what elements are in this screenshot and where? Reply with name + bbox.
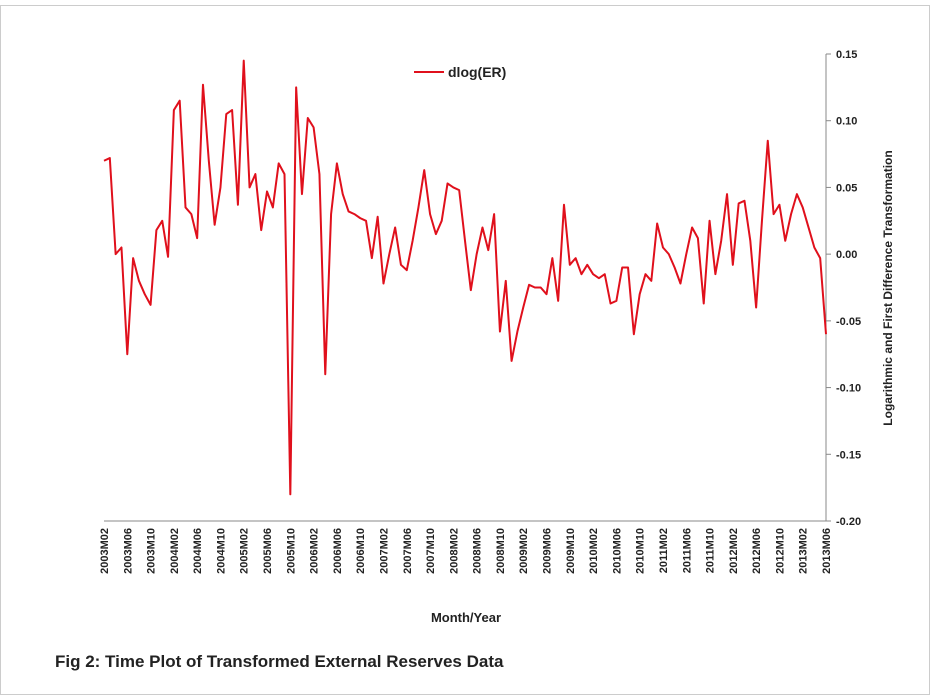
y-tick-label: -0.05 — [836, 316, 861, 328]
x-tick-label: 2011M02 — [658, 528, 670, 573]
caption: Fig 2: Time Plot of Transformed External… — [55, 652, 504, 671]
y-tick-label: 0.05 — [836, 182, 857, 194]
x-tick-label: 2010M02 — [588, 528, 600, 574]
x-tick-label: 2005M06 — [262, 528, 274, 574]
x-tick-label: 2011M06 — [681, 528, 693, 573]
x-tick-label: 2012M02 — [728, 528, 740, 574]
x-tick-label: 2012M06 — [751, 528, 763, 574]
x-tick-label: 2007M06 — [402, 528, 414, 574]
x-tick-label: 2010M06 — [611, 528, 623, 574]
x-tick-label: 2010M10 — [635, 528, 647, 574]
y-tick-label: -0.15 — [836, 449, 861, 461]
x-tick-label: 2011M10 — [705, 528, 717, 573]
legend-label: dlog(ER) — [448, 64, 506, 80]
x-tick-label: 2006M02 — [309, 528, 321, 574]
x-tick-label: 2012M10 — [774, 528, 786, 574]
y-tick-label: 0.10 — [836, 116, 857, 128]
x-tick-label: 2009M06 — [542, 528, 554, 574]
y-tick-label: 0.00 — [836, 249, 857, 261]
x-tick-label: 2004M02 — [169, 528, 181, 574]
data-line — [103, 59, 827, 496]
x-tick-label: 2003M06 — [122, 528, 134, 574]
x-tick-label: 2013M06 — [821, 528, 833, 574]
y-tick-label: -0.10 — [836, 383, 861, 395]
x-tick-label: 2006M06 — [332, 528, 344, 574]
x-tick-label: 2004M10 — [215, 528, 227, 574]
x-tick-label: 2007M10 — [425, 528, 437, 574]
x-tick-label: 2006M10 — [355, 528, 367, 574]
x-tick-label: 2004M06 — [192, 528, 204, 574]
x-tick-label: 2009M02 — [518, 528, 530, 574]
x-tick-label: 2008M06 — [472, 528, 484, 574]
x-tick-label: 2003M02 — [99, 528, 111, 574]
x-tick-label: 2013M02 — [798, 528, 810, 574]
x-tick-label: 2008M10 — [495, 528, 507, 574]
y-axis-title: Logarithmic and First Difference Transfo… — [881, 150, 895, 425]
x-tick-label: 2008M02 — [448, 528, 460, 574]
x-tick-label: 2005M10 — [285, 528, 297, 574]
x-tick-label: 2009M10 — [565, 528, 577, 574]
y-tick-label: 0.15 — [836, 49, 857, 61]
frame — [0, 5, 930, 695]
x-tick-label: 2003M10 — [146, 528, 158, 574]
x-tick-label: 2007M02 — [378, 528, 390, 574]
x-tick-label: 2005M02 — [239, 528, 251, 574]
x-axis-title: Month/Year — [431, 610, 501, 625]
y-tick-label: -0.20 — [836, 516, 861, 528]
